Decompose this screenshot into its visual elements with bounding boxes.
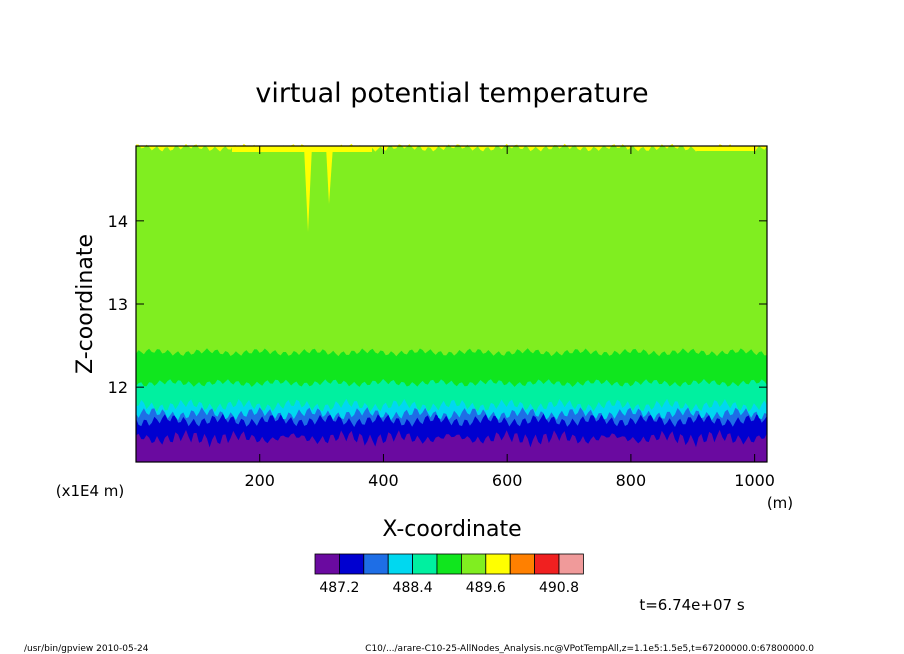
contour-band-top <box>696 146 756 151</box>
colorbar-tick-label: 489.6 <box>466 580 506 596</box>
colorbar-swatch <box>460 553 487 575</box>
x-tick-label: 400 <box>368 471 399 490</box>
y-tick-label: 13 <box>108 295 128 314</box>
y-tick-label: 14 <box>108 212 128 231</box>
x-axis: 200 400 600 800 1000 <box>244 146 775 490</box>
contour-band-top <box>232 146 372 152</box>
plot-area <box>136 143 767 462</box>
colorbar-swatch <box>485 553 511 575</box>
y-axis-label: Z-coordinate <box>73 234 98 374</box>
contour-spike <box>304 146 312 232</box>
colorbar-swatch <box>387 553 414 575</box>
colorbar: 487.2 488.4 489.6 490.8 <box>314 553 584 596</box>
colorbar-tick-label: 490.8 <box>539 580 579 596</box>
time-label: t=6.74e+07 s <box>639 596 745 614</box>
y-tick-label: 12 <box>108 378 128 397</box>
y-axis: 12 13 14 <box>108 212 767 397</box>
footer-left: /usr/bin/gpview 2010-05-24 <box>24 644 149 654</box>
colorbar-swatch <box>338 553 365 575</box>
contour-band <box>136 146 767 357</box>
colorbar-swatch <box>314 553 340 575</box>
colorbar-swatch <box>534 553 560 575</box>
colorbar-swatch <box>412 553 438 575</box>
x-tick-label: 800 <box>616 471 647 490</box>
x-tick-label: 200 <box>244 471 275 490</box>
x-axis-label: X-coordinate <box>382 517 521 542</box>
colorbar-swatch <box>363 553 389 575</box>
chart-title: virtual potential temperature <box>255 78 648 109</box>
contour-spike <box>326 146 333 204</box>
x-tick-label: 1000 <box>734 471 775 490</box>
colorbar-swatch <box>558 553 584 575</box>
colorbar-swatch <box>509 553 536 575</box>
colorbar-swatch <box>436 553 462 575</box>
colorbar-tick-label: 487.2 <box>319 580 359 596</box>
x-tick-label: 600 <box>492 471 523 490</box>
x-unit-label: (m) <box>767 494 793 512</box>
y-unit-label: (x1E4 m) <box>56 482 125 500</box>
footer-right: C10/.../arare-C10-25-AllNodes_Analysis.n… <box>365 644 814 654</box>
colorbar-tick-label: 488.4 <box>393 580 433 596</box>
